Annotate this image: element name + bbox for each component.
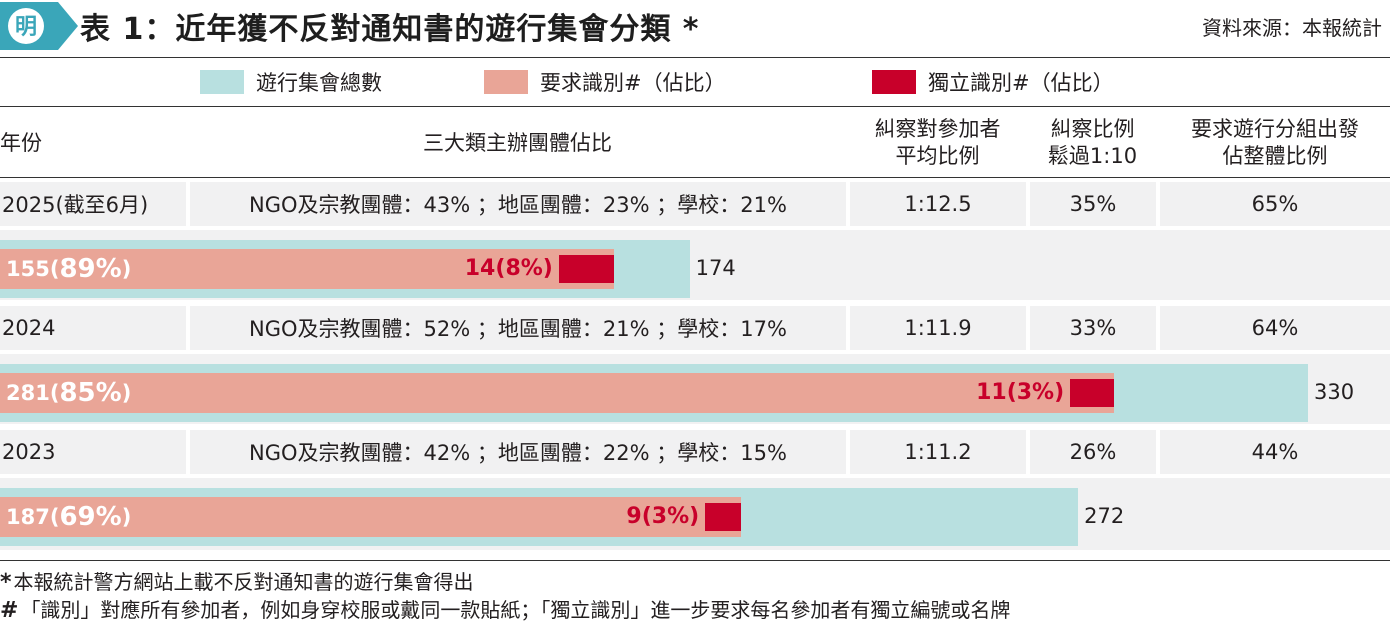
footnote-hash: # 「識別」對應所有參加者，例如身穿校服或戴同一款貼紙；「獨立識別」進一步要求每名… [0,594,1010,623]
bar-requested-2024 [0,373,1114,413]
bar-requested-2025 [0,249,615,289]
legend-swatch-independent [872,70,916,94]
independent-share: 3% [651,504,690,529]
label-requested-2024: 281(85%) [6,378,132,408]
requested-count: 281 [6,381,50,405]
footnote-text: 本報統計警方網站上載不反對通知書的遊行集會得出 [13,570,474,594]
footnote-text: 「識別」對應所有參加者，例如身穿校服或戴同一款貼紙；「獨立識別」進一步要求每名參… [20,598,1011,622]
col-header-organizers: 三大類主辦團體佔比 [423,131,612,155]
cell-year: 2024 [0,306,186,350]
cell-ratio-over: 26% [1030,430,1156,474]
cell-marshal-ratio: 1:11.2 [850,430,1026,474]
label-requested-2023: 187(69%) [6,502,132,532]
cell-group-departure: 65% [1160,182,1390,226]
independent-count: 14 [464,256,496,281]
independent-count: 9 [626,504,642,529]
svg-text:明: 明 [15,14,37,40]
divider [0,57,1390,58]
cell-ratio-over: 33% [1030,306,1156,350]
legend-label-independent: 獨立識別#（佔比） [928,71,1114,95]
legend-swatch-total [200,70,244,94]
newspaper-logo: 明 [0,0,80,52]
cell-marshal-ratio: 1:12.5 [850,182,1026,226]
col-header-group-departure: 要求遊行分組出發 佔整體比例 [1191,117,1359,168]
requested-share: 69% [59,502,122,532]
col-header-ratio-over: 糾察比例 鬆過1:10 [1047,117,1138,168]
requested-count: 155 [6,257,50,281]
label-requested-2025: 155(89%) [6,254,132,284]
footnote-mark: # [0,598,19,623]
label-independent-2025: 14(8%) [464,256,553,281]
label-total-2023: 272 [1084,504,1125,528]
divider [0,560,1390,561]
cell-group-departure: 44% [1160,430,1390,474]
cell-ratio-over: 35% [1030,182,1156,226]
label-independent-2024: 11(3%) [976,380,1065,405]
bar-independent-2023 [705,503,742,531]
divider [0,177,1390,178]
bar-independent-2025 [558,255,615,283]
requested-count: 187 [6,505,50,529]
independent-count: 11 [976,380,1007,405]
requested-share: 89% [59,254,122,284]
label-independent-2023: 9(3%) [626,504,700,529]
col-header-year: 年份 [0,131,42,155]
requested-share: 85% [59,378,122,408]
chart-title: 表 1：近年獲不反對通知書的遊行集會分類 * [80,12,700,47]
source-note: 資料來源：本報統計 [1202,16,1382,40]
label-total-2025: 174 [695,256,736,280]
cell-organizers: NGO及宗教團體：42% ；地區團體：22% ；學校：15% [190,430,846,474]
legend-label-requested: 要求識別#（佔比） [540,71,726,95]
cell-year: 2023 [0,430,186,474]
cell-group-departure: 64% [1160,306,1390,350]
independent-share: 3% [1016,380,1055,405]
cell-organizers: NGO及宗教團體：43% ；地區團體：23% ；學校：21% [190,182,846,226]
footnote-mark: * [0,570,12,595]
cell-organizers: NGO及宗教團體：52% ；地區團體：21% ；學校：17% [190,306,846,350]
cell-marshal-ratio: 1:11.9 [850,306,1026,350]
divider [0,106,1390,107]
label-total-2024: 330 [1314,380,1355,404]
cell-year: 2025(截至6月) [0,182,186,226]
independent-share: 8% [505,256,543,281]
legend-swatch-requested [484,70,528,94]
col-header-marshal-ratio: 糾察對參加者 平均比例 [874,117,1001,168]
bar-requested-2023 [0,497,742,537]
footnote-asterisk: * 本報統計警方網站上載不反對通知書的遊行集會得出 [0,566,474,595]
bar-independent-2024 [1070,379,1114,407]
legend-label-total: 遊行集會總數 [256,71,382,95]
